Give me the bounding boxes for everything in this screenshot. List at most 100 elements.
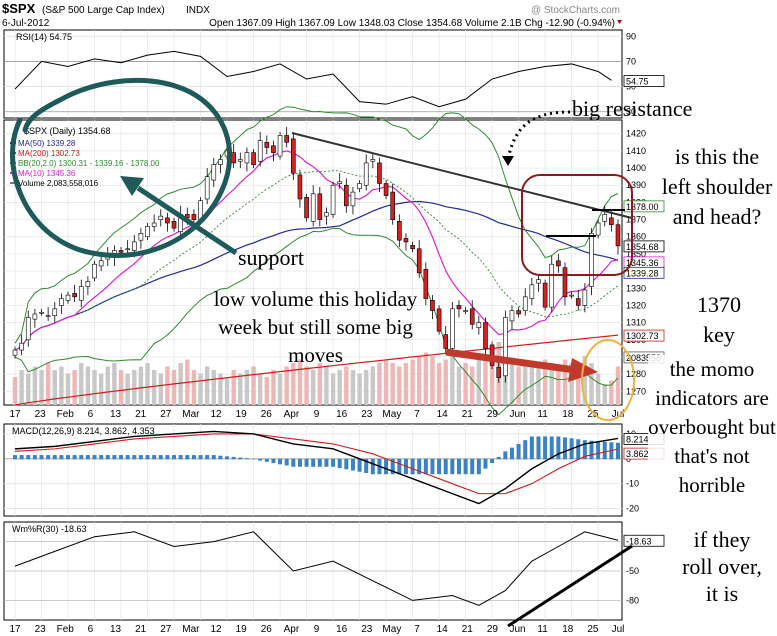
candle-body <box>25 317 31 341</box>
volume-bar <box>72 370 77 405</box>
price-panel <box>3 119 623 406</box>
price-x-tick-label: 21 <box>462 409 474 420</box>
bottom-x-tick-label: 23 <box>35 624 47 635</box>
volume-bar <box>65 373 71 405</box>
candle-body <box>118 250 124 253</box>
macd-histogram-bar <box>211 455 216 460</box>
rsi-last-value-box <box>623 75 665 87</box>
candle-body <box>483 322 488 349</box>
annotation-volume-note: low volume this holiday week but still s… <box>213 287 418 367</box>
macd-histogram-bar <box>278 458 283 465</box>
macd-histogram-bar <box>417 458 422 475</box>
macd-histogram-bar <box>46 455 51 460</box>
candle-body <box>469 308 475 325</box>
candle-body <box>251 152 256 165</box>
volume-bar <box>549 363 554 405</box>
macd-histogram-bar <box>556 436 561 460</box>
volume-bar <box>556 366 561 405</box>
bottom-x-tick-label: 26 <box>261 624 273 635</box>
macd-histogram-bar <box>516 443 521 460</box>
candle-body <box>204 176 210 200</box>
price-tick-label: 1410 <box>626 146 646 156</box>
volume-bar <box>595 373 601 405</box>
macd-tick-label: -10 <box>626 479 639 489</box>
volume-bar <box>516 366 521 405</box>
macd-histogram-bar <box>324 458 329 467</box>
bottom-x-tick-label: 19 <box>236 624 248 635</box>
macd-histogram-bar <box>251 458 256 460</box>
macd-histogram-bar <box>32 455 37 460</box>
macd-histogram-bar <box>172 455 177 460</box>
price-x-tick-label: 27 <box>160 409 172 420</box>
volume-bar <box>19 370 24 405</box>
volume-bar <box>476 359 482 405</box>
candle-body <box>78 286 84 301</box>
volume-bar <box>257 373 263 405</box>
macd-histogram-bar <box>576 439 581 460</box>
price-x-tick-label: 14 <box>437 409 449 420</box>
volume-bar <box>450 356 455 405</box>
annotation-big-resistance: big resistance <box>572 96 693 121</box>
macd-histogram-bar <box>165 455 170 460</box>
macd-histogram-bar <box>496 456 501 460</box>
candle-body <box>542 282 548 308</box>
price-x-tick-label: 13 <box>110 409 122 420</box>
macd-histogram-bar <box>596 441 601 460</box>
price-x-tick-label: Jul <box>612 409 625 420</box>
volume-bar <box>251 366 256 405</box>
volume-bar <box>410 359 415 405</box>
macd-histogram-bar <box>490 458 495 464</box>
macd-histogram-bar <box>26 455 31 460</box>
volume-bar <box>390 363 395 405</box>
macd-histogram-bar <box>304 458 309 467</box>
price-value-label-box <box>623 329 665 342</box>
volume-bar <box>112 363 117 405</box>
price-x-tick-label: Mar <box>182 409 200 420</box>
macd-histogram-bar <box>582 440 587 460</box>
macd-histogram-bar <box>410 458 415 475</box>
price-x-tick-label: 9 <box>314 409 320 420</box>
macd-histogram-bar <box>483 458 488 469</box>
macd-title: MACD(12,26,9) 8.214, 3.862, 4.353 <box>12 426 155 436</box>
ohlc-readout: Open 1367.09 High 1367.09 Low 1348.03 Cl… <box>209 18 615 29</box>
volume-bar <box>297 359 303 405</box>
volume-bar <box>536 366 541 405</box>
down-arrow-icon <box>617 20 622 24</box>
price-tick-label: 1350 <box>626 249 646 259</box>
candle-body <box>211 164 217 181</box>
volume-bar <box>370 366 376 405</box>
macd-histogram-bar <box>132 455 137 460</box>
candle-body <box>377 162 382 184</box>
volume-bar <box>363 370 369 405</box>
macd-histogram-bar <box>13 455 17 460</box>
macd-histogram-bar <box>52 455 57 460</box>
macd-histogram-bar <box>357 458 362 472</box>
volume-bar <box>589 363 594 405</box>
candle-body <box>450 308 455 349</box>
candle-body <box>257 140 263 162</box>
price-value-label: 1339.28 <box>626 268 659 278</box>
macd-histogram-bar <box>79 455 84 460</box>
candle-body <box>138 233 144 241</box>
bottom-x-tick-label: May <box>382 624 401 635</box>
price-tick-label: 1390 <box>626 180 646 190</box>
volume-bar <box>529 363 535 405</box>
legend-circle <box>10 77 233 258</box>
bottom-x-tick-label: 9 <box>314 624 320 635</box>
annotation-shoulder-head: is this the left shoulder and head? <box>661 144 773 229</box>
candle-body <box>589 233 594 287</box>
macd-histogram-bar <box>66 455 71 460</box>
volume-bar <box>483 356 488 405</box>
price-x-tick-label: 11 <box>537 409 548 420</box>
bottom-x-tick-label: Jul <box>612 624 625 635</box>
volume-bar <box>430 356 435 405</box>
price-x-tick-label: Apr <box>284 409 300 420</box>
macd-histogram-bar <box>536 436 541 460</box>
volume-bar <box>118 370 124 405</box>
candle-body <box>85 281 91 287</box>
annotation-1370-key: 1370 key <box>697 292 741 347</box>
bottom-x-tick-label: 21 <box>135 624 147 635</box>
bottom-x-tick-label: 29 <box>487 624 499 635</box>
macd-histogram-bar <box>443 458 448 475</box>
